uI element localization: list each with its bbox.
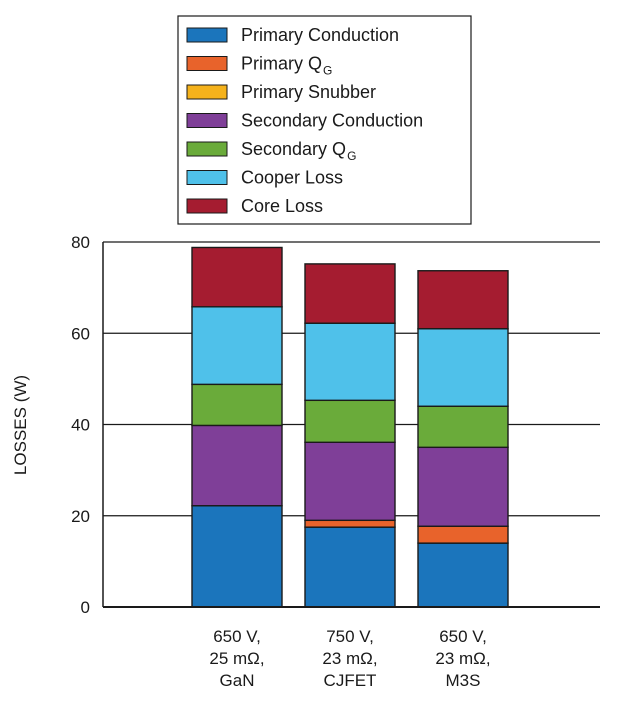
y-tick-label: 40 — [71, 416, 90, 435]
category-label: 650 V, 23 mΩ, M3S — [435, 627, 490, 690]
category-label-line: 23 mΩ, — [435, 649, 490, 668]
bar-segment — [417, 446, 509, 527]
bar-stack — [304, 263, 396, 608]
legend-label: Primary Snubber — [241, 82, 376, 102]
category-label-line: 650 V, — [439, 627, 487, 646]
legend-label: Primary Conduction — [241, 25, 399, 45]
bar-segment — [417, 405, 509, 449]
bar-segment — [304, 441, 396, 522]
legend-item: Primary Snubber — [186, 82, 376, 102]
legend-label: Secondary Conduction — [241, 111, 423, 131]
legend-item: Core Loss — [186, 196, 323, 216]
y-tick-label: 60 — [71, 324, 90, 343]
bar-segment — [191, 505, 283, 608]
legend-swatch — [186, 27, 228, 43]
legend-item: Cooper Loss — [186, 168, 343, 188]
bar-segment — [417, 542, 509, 608]
category-label-line: CJFET — [324, 671, 377, 690]
y-tick-label: 80 — [71, 233, 90, 252]
bar-segment — [191, 424, 283, 507]
bar-segment — [304, 322, 396, 402]
category-label: 650 V, 25 mΩ, GaN — [209, 627, 264, 690]
legend-label: Primary QG — [241, 54, 332, 78]
bar-segment — [191, 383, 283, 427]
category-label-line: M3S — [446, 671, 481, 690]
y-axis-label: LOSSES (W) — [11, 375, 30, 475]
legend-item: Secondary QG — [186, 139, 356, 163]
bar-segment — [417, 525, 509, 544]
category-labels: 650 V, 25 mΩ, GaN 750 V, 23 mΩ, CJFET 650 V, 23… — [209, 627, 490, 690]
category-label-line: 750 V, — [326, 627, 374, 646]
bar-stack — [191, 246, 283, 608]
legend-swatch — [186, 170, 228, 185]
legend-item: Primary QG — [186, 54, 332, 78]
legend-label: Core Loss — [241, 196, 323, 216]
bar-segment — [304, 263, 396, 324]
y-tick-label: 20 — [71, 507, 90, 526]
bars — [191, 246, 509, 608]
bar-segment — [417, 327, 509, 407]
y-tick-label: 0 — [81, 598, 90, 617]
category-label: 750 V, 23 mΩ, CJFET — [322, 627, 377, 690]
legend-label: Secondary QG — [241, 139, 356, 163]
legend: Primary Conduction Primary QG Primary Snub… — [177, 15, 472, 225]
legend-swatch — [186, 84, 228, 100]
bar-segment — [191, 306, 283, 386]
category-label-line: 23 mΩ, — [322, 649, 377, 668]
axes — [102, 242, 600, 608]
category-label-line: GaN — [220, 671, 255, 690]
bar-stack — [417, 270, 509, 608]
category-label-line: 650 V, — [213, 627, 261, 646]
legend-swatch — [186, 198, 228, 214]
category-label-line: 25 mΩ, — [209, 649, 264, 668]
bar-segment — [304, 526, 396, 608]
legend-item: Primary Conduction — [186, 25, 399, 45]
bar-segment — [191, 246, 283, 308]
legend-label: Cooper Loss — [241, 168, 343, 188]
y-tick-labels: 0 20 40 60 80 — [71, 233, 90, 617]
legend-swatch — [186, 113, 228, 128]
bar-segment — [417, 270, 509, 330]
bar-segment — [304, 399, 396, 443]
bar-segment — [304, 519, 396, 528]
legend-item: Secondary Conduction — [186, 111, 423, 131]
legend-swatch — [186, 141, 228, 157]
legend-swatch — [186, 56, 228, 71]
